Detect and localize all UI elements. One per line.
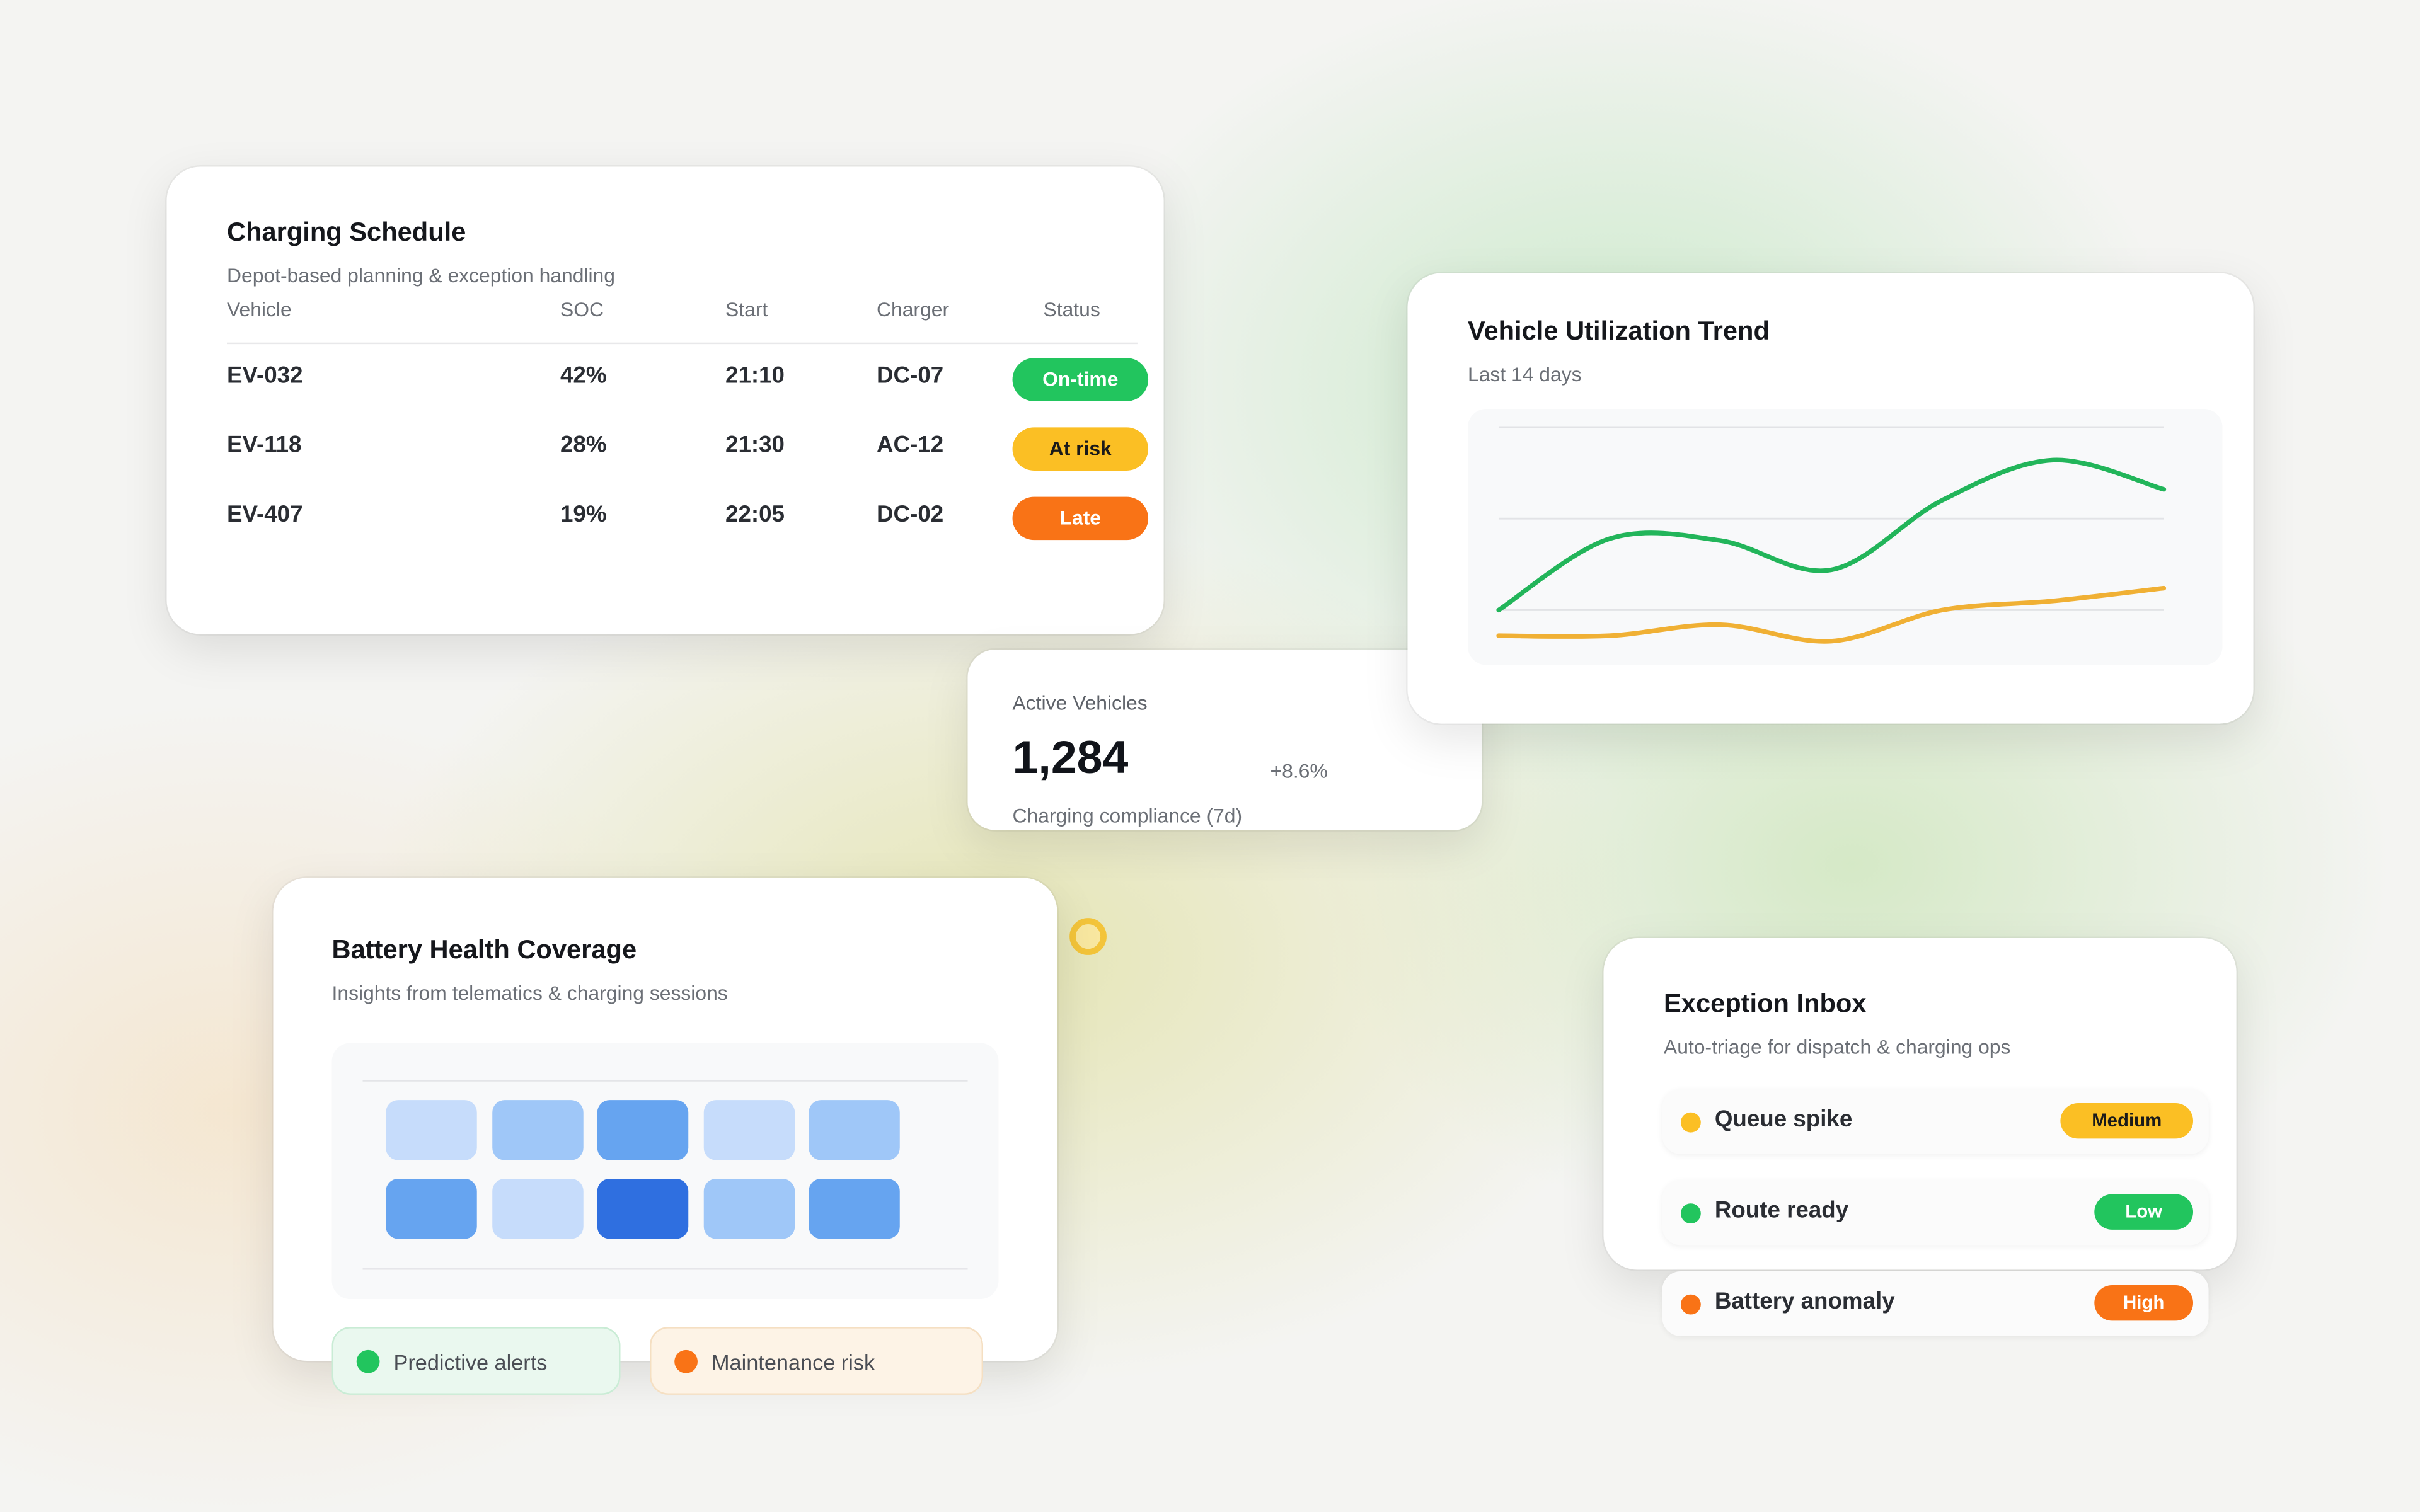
series-line-0 <box>1496 457 2167 613</box>
exception-item[interactable]: Route ready Low <box>1662 1180 2209 1246</box>
coverage-cell[interactable] <box>492 1100 583 1160</box>
charger-id: AC-12 <box>877 432 944 459</box>
start-time: 21:10 <box>725 362 785 389</box>
priority-badge: Medium <box>2060 1103 2194 1139</box>
coverage-cell[interactable] <box>703 1100 795 1160</box>
coverage-cell[interactable] <box>809 1179 900 1239</box>
exception-item[interactable]: Battery anomaly High <box>1662 1271 2209 1336</box>
coverage-cell[interactable] <box>386 1179 477 1239</box>
column-header-vehicle: Vehicle <box>227 297 292 321</box>
status-dot-icon <box>1680 1112 1701 1133</box>
line-chart <box>1496 426 2167 644</box>
priority-badge: High <box>2094 1285 2194 1321</box>
exception-label: Battery anomaly <box>1714 1288 1895 1315</box>
vehicle-id: EV-407 <box>227 501 303 528</box>
soc-value: 28% <box>560 432 607 459</box>
legend-chip: Maintenance risk <box>650 1327 984 1395</box>
status-badge: Late <box>1012 496 1149 541</box>
charger-id: DC-07 <box>877 362 944 389</box>
status-badge: At risk <box>1012 427 1149 471</box>
charging-schedule-card: Charging Schedule Depot-based planning &… <box>166 166 1164 634</box>
legend-dot-icon <box>674 1349 698 1373</box>
coverage-grid <box>331 1043 999 1300</box>
legend-label: Predictive alerts <box>393 1349 548 1375</box>
card-subtitle: Auto-triage for dispatch & charging ops <box>1664 1035 2011 1059</box>
status-dot-icon <box>1680 1203 1701 1224</box>
start-time: 21:30 <box>725 432 785 459</box>
exception-label: Route ready <box>1714 1197 1849 1224</box>
start-time: 22:05 <box>725 501 785 528</box>
charger-id: DC-02 <box>877 501 944 528</box>
card-title: Charging Schedule <box>227 217 466 247</box>
coverage-cell[interactable] <box>703 1179 795 1239</box>
kpi-card: Active Vehicles 1,284 +8.6% Charging com… <box>967 650 1482 830</box>
battery-health-card: Battery Health Coverage Insights from te… <box>273 878 1057 1361</box>
status-badge: On-time <box>1012 358 1149 401</box>
location-marker-icon <box>1069 918 1107 955</box>
column-header-status: Status <box>1043 297 1100 321</box>
card-subtitle: Insights from telematics & charging sess… <box>331 981 728 1005</box>
legend-dot-icon <box>356 1349 380 1373</box>
legend-label: Maintenance risk <box>711 1349 875 1375</box>
column-header-charger: Charger <box>877 297 950 321</box>
priority-badge: Low <box>2094 1194 2194 1230</box>
exception-label: Queue spike <box>1714 1106 1853 1133</box>
card-title: Vehicle Utilization Trend <box>1467 316 1770 346</box>
column-header-start: Start <box>725 297 768 321</box>
coverage-cell[interactable] <box>386 1100 477 1160</box>
legend-chip: Predictive alerts <box>331 1327 621 1395</box>
kpi-value: 1,284 <box>1012 733 1129 784</box>
card-subtitle: Depot-based planning & exception handlin… <box>227 263 616 287</box>
status-dot-icon <box>1680 1294 1701 1315</box>
exception-item[interactable]: Queue spike Medium <box>1662 1089 2209 1154</box>
utilization-trend-card: Vehicle Utilization Trend Last 14 days <box>1407 273 2254 724</box>
coverage-cell[interactable] <box>597 1100 689 1160</box>
soc-value: 19% <box>560 501 607 528</box>
coverage-cell[interactable] <box>492 1179 583 1239</box>
kpi-label: Active Vehicles <box>1012 691 1148 714</box>
card-title: Exception Inbox <box>1664 988 1867 1019</box>
coverage-cell[interactable] <box>809 1100 900 1160</box>
kpi-change: +8.6% <box>1270 759 1328 782</box>
column-header-soc: SOC <box>560 297 604 321</box>
coverage-cell[interactable] <box>597 1179 689 1239</box>
vehicle-id: EV-118 <box>227 432 302 459</box>
card-title: Battery Health Coverage <box>331 935 637 965</box>
soc-value: 42% <box>560 362 607 389</box>
kpi-caption: Charging compliance (7d) <box>1012 803 1243 827</box>
chart-area <box>1467 408 2223 665</box>
card-subtitle: Last 14 days <box>1467 362 1582 386</box>
vehicle-id: EV-032 <box>227 362 303 389</box>
header-divider <box>227 342 1138 345</box>
series-line-1 <box>1496 585 2167 644</box>
